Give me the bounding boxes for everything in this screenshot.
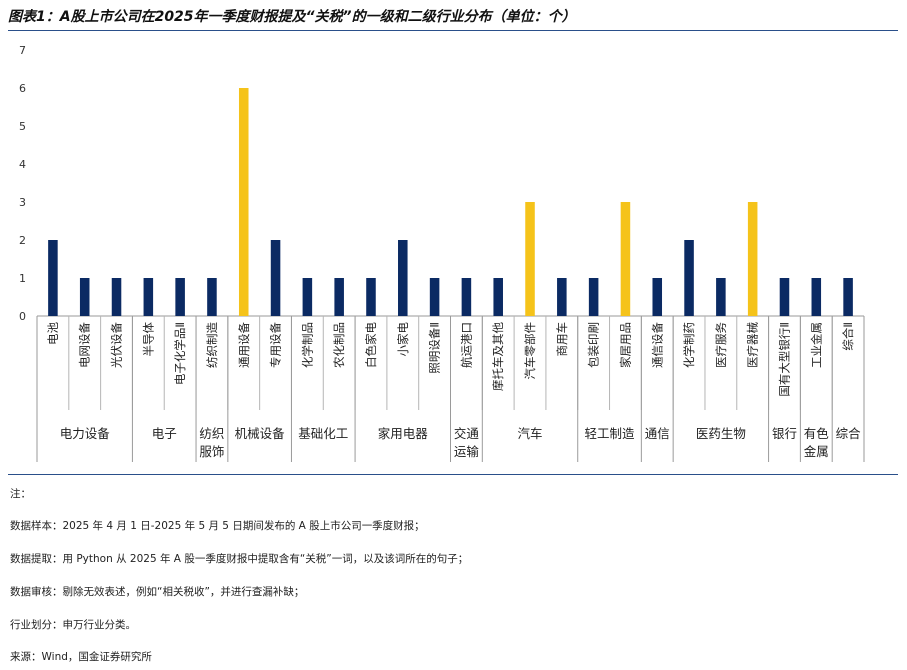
category-label: 照明设备Ⅱ <box>428 322 442 374</box>
group-label: 汽车 <box>518 426 543 441</box>
page-title: 图表1：A股上市公司在2025年一季度财报提及“关税”的一级和二级行业分布（单位… <box>8 9 576 25</box>
category-label: 医疗服务 <box>714 322 728 368</box>
group-label: 银行 <box>772 426 797 441</box>
bar <box>398 240 408 316</box>
group-label: 综合 <box>836 426 862 441</box>
group-label: 医药生物 <box>696 426 746 441</box>
category-label: 工业金属 <box>809 322 823 368</box>
bar <box>207 278 217 316</box>
category-label: 电子化学品Ⅱ <box>173 322 187 385</box>
bar <box>557 278 567 316</box>
category-label: 摩托车及其他 <box>491 322 505 391</box>
category-label: 电池 <box>46 322 60 345</box>
category-label: 通用设备 <box>237 322 251 368</box>
bar <box>79 278 90 316</box>
category-label: 医疗器械 <box>746 322 760 368</box>
notes-rule <box>8 474 898 475</box>
group-label: 轻工制造 <box>585 426 636 441</box>
bar <box>779 278 790 316</box>
category-label: 白色家电 <box>364 322 378 368</box>
group-label: 电子 <box>152 426 177 441</box>
group-label-line1: 纺织 <box>199 426 224 441</box>
bar <box>461 278 472 316</box>
bar <box>716 278 726 316</box>
category-label: 小家电 <box>396 322 410 357</box>
y-tick-label: 0 <box>19 310 26 323</box>
y-tick-label: 5 <box>19 120 26 133</box>
source-line: 来源：Wind，国金证券研究所 <box>10 651 152 663</box>
note-line: 行业划分：申万行业分类。 <box>10 619 136 631</box>
category-label: 光伏设备 <box>110 322 124 368</box>
bar-chart: 0 1 2 3 4 5 6 7 电池 电网设备 光伏设备 半导体 电子化学品Ⅱ 纺织制造 通用设备 专用设备 化… <box>19 44 865 462</box>
group-label: 电力设备 <box>60 426 111 441</box>
bar <box>48 240 58 316</box>
bar <box>811 278 822 316</box>
y-tick-label: 6 <box>19 82 26 95</box>
bar <box>175 278 185 316</box>
category-label: 通信设备 <box>650 322 664 368</box>
group-label-line2: 金属 <box>804 444 829 459</box>
group-label: 机械设备 <box>235 426 286 441</box>
y-tick-label: 7 <box>19 44 26 57</box>
bar <box>238 88 249 316</box>
note-line: 数据样本：2025 年 4 月 1 日-2025 年 5 月 5 日期间发布的 … <box>10 520 425 532</box>
category-label: 电网设备 <box>78 322 92 368</box>
y-tick-label: 4 <box>19 158 26 171</box>
bar <box>429 278 440 316</box>
category-label: 纺织制造 <box>205 322 219 368</box>
y-tick-label: 1 <box>19 272 26 285</box>
bar <box>652 278 663 316</box>
category-label: 商用车 <box>555 322 569 357</box>
group-label: 通信 <box>645 426 670 441</box>
group-label-line1: 交通 <box>454 426 480 441</box>
title-rule <box>8 30 898 31</box>
bar <box>684 240 694 316</box>
bar <box>493 278 503 316</box>
bar <box>588 278 599 316</box>
bar <box>334 278 344 316</box>
bar <box>143 278 154 316</box>
y-tick-label: 3 <box>19 196 26 209</box>
category-label: 家居用品 <box>618 322 632 368</box>
group-label: 家用电器 <box>378 426 429 441</box>
category-label: 国有大型银行Ⅱ <box>777 322 791 397</box>
bar <box>366 278 376 316</box>
note-line: 数据审核：剔除无效表述，例如“相关税收”，并进行查漏补缺； <box>10 586 305 598</box>
category-label: 农化制品 <box>332 322 346 368</box>
bar <box>111 278 122 316</box>
bar <box>302 278 313 316</box>
bar <box>843 278 853 316</box>
category-label: 综合Ⅱ <box>841 322 855 351</box>
group-label-line1: 有色 <box>804 426 830 441</box>
category-label: 航运港口 <box>459 322 473 368</box>
category-label: 化学制品 <box>300 322 314 368</box>
bar <box>747 202 758 316</box>
category-label: 半导体 <box>141 322 155 357</box>
category-label: 包装印刷 <box>587 322 601 368</box>
category-label: 专用设备 <box>269 322 283 368</box>
y-tick-label: 2 <box>19 234 26 247</box>
group-label-line2: 运输 <box>454 444 480 459</box>
note-line: 数据提取：用 Python 从 2025 年 A 股一季度财报中提取含有“关税”… <box>10 553 469 565</box>
category-label: 化学制药 <box>682 322 696 368</box>
bar <box>270 240 281 316</box>
group-label-line2: 服饰 <box>199 444 224 459</box>
bar <box>525 202 535 316</box>
bar <box>620 202 631 316</box>
note-line: 注： <box>10 488 31 500</box>
group-label: 基础化工 <box>298 426 348 441</box>
category-label: 汽车零部件 <box>523 322 537 380</box>
